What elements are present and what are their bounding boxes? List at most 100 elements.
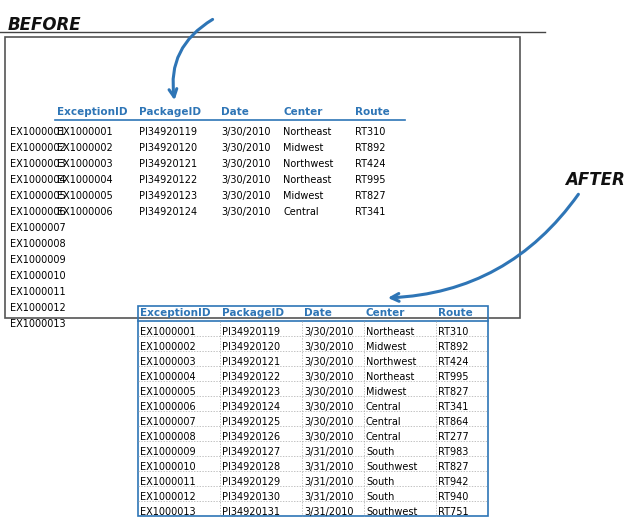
Text: RT310: RT310 bbox=[355, 127, 385, 137]
Text: PI34920122: PI34920122 bbox=[139, 175, 197, 185]
Text: 3/30/2010: 3/30/2010 bbox=[304, 342, 353, 352]
Text: EX1000002: EX1000002 bbox=[10, 143, 66, 153]
Text: PI34920120: PI34920120 bbox=[222, 342, 280, 352]
Text: EX1000011: EX1000011 bbox=[140, 477, 196, 487]
Text: RT942: RT942 bbox=[438, 477, 468, 487]
Text: 3/31/2010: 3/31/2010 bbox=[304, 507, 353, 517]
Text: 3/30/2010: 3/30/2010 bbox=[304, 357, 353, 367]
Text: PI34920124: PI34920124 bbox=[222, 402, 280, 412]
Text: RT827: RT827 bbox=[355, 191, 386, 201]
Text: EX1000002: EX1000002 bbox=[140, 342, 196, 352]
Text: Northwest: Northwest bbox=[366, 357, 417, 367]
Text: 3/30/2010: 3/30/2010 bbox=[221, 127, 271, 137]
Text: Route: Route bbox=[355, 107, 390, 117]
Text: EX1000006: EX1000006 bbox=[140, 402, 196, 412]
Text: PI34920119: PI34920119 bbox=[139, 127, 197, 137]
Text: 3/31/2010: 3/31/2010 bbox=[304, 477, 353, 487]
Text: RT892: RT892 bbox=[355, 143, 385, 153]
Text: RT424: RT424 bbox=[438, 357, 468, 367]
Text: South: South bbox=[366, 477, 394, 487]
Text: South: South bbox=[366, 492, 394, 502]
Text: EX1000013: EX1000013 bbox=[10, 319, 66, 329]
Text: EX1000004: EX1000004 bbox=[140, 372, 196, 382]
Text: BEFORE: BEFORE bbox=[8, 16, 82, 34]
Text: Northeast: Northeast bbox=[366, 327, 414, 337]
Text: Northeast: Northeast bbox=[366, 372, 414, 382]
Text: RT892: RT892 bbox=[438, 342, 468, 352]
Text: EX1000009: EX1000009 bbox=[10, 255, 66, 265]
Text: EX1000007: EX1000007 bbox=[140, 417, 196, 427]
Text: EX1000008: EX1000008 bbox=[140, 432, 196, 442]
Text: EX1000003: EX1000003 bbox=[10, 159, 66, 169]
Text: EX1000006: EX1000006 bbox=[57, 207, 113, 217]
Text: Northeast: Northeast bbox=[283, 127, 332, 137]
Text: Central: Central bbox=[366, 402, 402, 412]
Text: Northeast: Northeast bbox=[283, 175, 332, 185]
Text: AFTER: AFTER bbox=[565, 171, 625, 189]
Text: PI34920123: PI34920123 bbox=[222, 387, 280, 397]
Text: EX1000005: EX1000005 bbox=[10, 191, 66, 201]
Text: RT827: RT827 bbox=[438, 387, 468, 397]
Bar bbox=[5, 37, 520, 318]
Text: EX1000006: EX1000006 bbox=[10, 207, 66, 217]
Text: 3/30/2010: 3/30/2010 bbox=[221, 159, 271, 169]
Text: PI34920130: PI34920130 bbox=[222, 492, 280, 502]
Text: PI34920122: PI34920122 bbox=[222, 372, 280, 382]
Text: 3/30/2010: 3/30/2010 bbox=[304, 327, 353, 337]
Text: 3/30/2010: 3/30/2010 bbox=[304, 417, 353, 427]
Text: EX1000008: EX1000008 bbox=[10, 239, 66, 249]
Text: EX1000001: EX1000001 bbox=[10, 127, 66, 137]
Text: PI34920129: PI34920129 bbox=[222, 477, 280, 487]
Text: Center: Center bbox=[283, 107, 323, 117]
Text: Route: Route bbox=[438, 308, 473, 318]
Text: Center: Center bbox=[366, 308, 405, 318]
Text: RT310: RT310 bbox=[438, 327, 468, 337]
Text: RT827: RT827 bbox=[438, 462, 468, 472]
Text: PI34920124: PI34920124 bbox=[139, 207, 197, 217]
Text: RT277: RT277 bbox=[438, 432, 468, 442]
Text: EX1000010: EX1000010 bbox=[10, 271, 66, 281]
Text: RT995: RT995 bbox=[355, 175, 385, 185]
Text: EX1000007: EX1000007 bbox=[10, 223, 66, 233]
Text: Midwest: Midwest bbox=[283, 191, 323, 201]
Text: PI34920123: PI34920123 bbox=[139, 191, 197, 201]
Text: 3/31/2010: 3/31/2010 bbox=[304, 447, 353, 457]
Text: 3/31/2010: 3/31/2010 bbox=[304, 462, 353, 472]
Text: Date: Date bbox=[304, 308, 332, 318]
Text: 3/30/2010: 3/30/2010 bbox=[221, 207, 271, 217]
Text: Central: Central bbox=[366, 417, 402, 427]
Text: 3/30/2010: 3/30/2010 bbox=[304, 402, 353, 412]
Text: EX1000009: EX1000009 bbox=[140, 447, 196, 457]
Text: EX1000001: EX1000001 bbox=[140, 327, 196, 337]
Text: PackageID: PackageID bbox=[222, 308, 284, 318]
Text: 3/30/2010: 3/30/2010 bbox=[221, 191, 271, 201]
Text: PI34920120: PI34920120 bbox=[139, 143, 197, 153]
Text: RT940: RT940 bbox=[438, 492, 468, 502]
Text: PI34920125: PI34920125 bbox=[222, 417, 280, 427]
Text: EX1000004: EX1000004 bbox=[10, 175, 66, 185]
Text: EX1000005: EX1000005 bbox=[57, 191, 113, 201]
Text: EX1000001: EX1000001 bbox=[57, 127, 113, 137]
Text: EX1000012: EX1000012 bbox=[140, 492, 196, 502]
Text: Northwest: Northwest bbox=[283, 159, 333, 169]
Text: 3/30/2010: 3/30/2010 bbox=[304, 432, 353, 442]
Text: RT341: RT341 bbox=[438, 402, 468, 412]
Text: EX1000012: EX1000012 bbox=[10, 303, 66, 313]
Text: Central: Central bbox=[366, 432, 402, 442]
Text: EX1000004: EX1000004 bbox=[57, 175, 113, 185]
Text: Midwest: Midwest bbox=[366, 387, 406, 397]
Text: PI34920126: PI34920126 bbox=[222, 432, 280, 442]
Text: Midwest: Midwest bbox=[366, 342, 406, 352]
Text: EX1000010: EX1000010 bbox=[140, 462, 196, 472]
Text: 3/30/2010: 3/30/2010 bbox=[304, 387, 353, 397]
Text: PI34920128: PI34920128 bbox=[222, 462, 280, 472]
Text: RT864: RT864 bbox=[438, 417, 468, 427]
Text: ExceptionID: ExceptionID bbox=[57, 107, 127, 117]
Text: 3/30/2010: 3/30/2010 bbox=[304, 372, 353, 382]
Text: ExceptionID: ExceptionID bbox=[140, 308, 211, 318]
Text: EX1000005: EX1000005 bbox=[140, 387, 196, 397]
Text: Central: Central bbox=[283, 207, 319, 217]
Text: PI34920119: PI34920119 bbox=[222, 327, 280, 337]
Text: PackageID: PackageID bbox=[139, 107, 201, 117]
Bar bbox=[138, 306, 488, 516]
